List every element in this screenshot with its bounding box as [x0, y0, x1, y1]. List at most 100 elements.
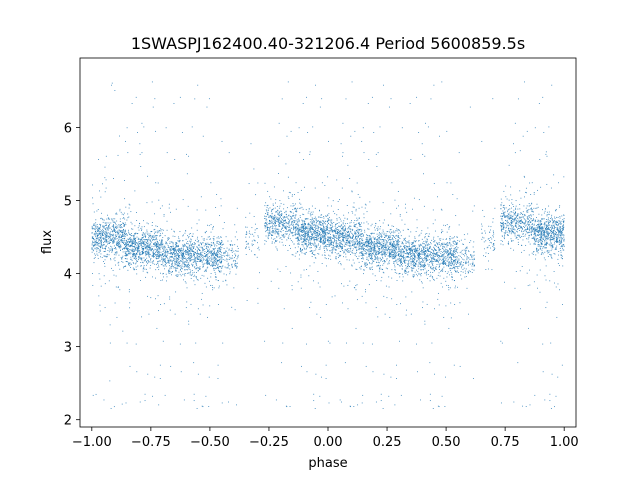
data-point: [355, 229, 357, 231]
data-point: [368, 284, 370, 286]
data-point: [127, 248, 129, 250]
data-point: [355, 238, 357, 240]
data-point: [202, 135, 204, 137]
data-point: [303, 227, 305, 229]
data-point: [311, 233, 313, 235]
data-point: [291, 224, 293, 226]
data-point: [309, 307, 311, 309]
data-point: [148, 253, 150, 255]
data-point: [388, 251, 390, 253]
data-point: [311, 237, 313, 239]
data-point: [132, 246, 134, 247]
data-point: [325, 232, 327, 234]
data-point: [150, 297, 152, 299]
data-point: [391, 231, 393, 233]
data-point: [94, 244, 96, 246]
data-point: [328, 219, 330, 221]
data-point: [124, 198, 126, 200]
data-point: [304, 248, 305, 250]
data-point: [132, 255, 133, 257]
data-point: [299, 240, 301, 242]
data-point: [91, 247, 93, 249]
data-point: [282, 225, 283, 227]
data-point: [162, 265, 164, 267]
data-point: [192, 236, 194, 237]
data-point: [160, 240, 162, 242]
data-point: [154, 263, 156, 265]
data-point: [319, 221, 320, 223]
data-point: [115, 264, 116, 266]
data-point: [311, 205, 313, 207]
data-point: [179, 273, 181, 275]
data-point: [182, 244, 184, 246]
data-point: [229, 244, 231, 245]
data-point: [361, 206, 363, 208]
data-point: [343, 233, 344, 235]
data-point: [301, 237, 303, 239]
data-point: [318, 223, 320, 225]
data-point: [329, 232, 331, 234]
data-point: [92, 203, 94, 205]
data-point: [325, 233, 326, 235]
data-point: [281, 241, 283, 243]
data-point: [196, 268, 197, 270]
data-point: [322, 236, 324, 238]
data-point: [233, 250, 235, 252]
data-point: [323, 233, 325, 235]
data-point: [221, 244, 223, 246]
data-point: [311, 238, 313, 240]
data-point: [344, 225, 346, 227]
data-point: [146, 202, 148, 204]
data-point: [355, 210, 357, 212]
data-point: [142, 233, 144, 235]
data-point: [289, 192, 291, 194]
data-point: [348, 240, 350, 242]
data-point: [124, 230, 126, 232]
data-point: [297, 246, 299, 248]
data-point: [159, 378, 161, 379]
data-point: [105, 232, 107, 234]
data-point: [143, 257, 145, 259]
data-point: [98, 231, 100, 233]
data-point: [247, 243, 249, 245]
data-point: [275, 399, 277, 401]
data-point: [349, 242, 351, 244]
data-point: [111, 219, 113, 221]
data-point: [264, 215, 265, 217]
data-point: [304, 235, 306, 237]
data-point: [128, 240, 130, 242]
data-point: [185, 253, 186, 255]
data-point: [148, 261, 150, 263]
data-point: [205, 259, 207, 261]
data-point: [377, 256, 378, 258]
data-point: [108, 247, 110, 249]
data-point: [265, 230, 267, 231]
data-point: [319, 232, 320, 234]
data-point: [180, 249, 182, 251]
data-point: [222, 228, 224, 230]
data-point: [308, 228, 310, 230]
data-point: [180, 248, 182, 250]
data-point: [100, 246, 102, 248]
data-point: [281, 227, 283, 229]
data-point: [338, 254, 340, 256]
data-point: [352, 240, 354, 242]
data-point: [369, 234, 370, 236]
data-point: [223, 243, 225, 245]
data-point: [144, 251, 146, 253]
data-point: [369, 243, 371, 244]
data-point: [326, 214, 328, 216]
data-point: [165, 255, 167, 257]
data-point: [96, 244, 98, 246]
data-point: [100, 232, 102, 234]
data-point: [146, 261, 148, 263]
data-point: [330, 219, 332, 221]
data-point: [122, 330, 124, 332]
data-point: [265, 223, 267, 224]
data-point: [155, 254, 157, 256]
data-point: [382, 264, 384, 266]
data-point: [389, 242, 391, 243]
data-point: [193, 254, 194, 256]
data-point: [157, 246, 159, 248]
data-point: [150, 259, 152, 261]
